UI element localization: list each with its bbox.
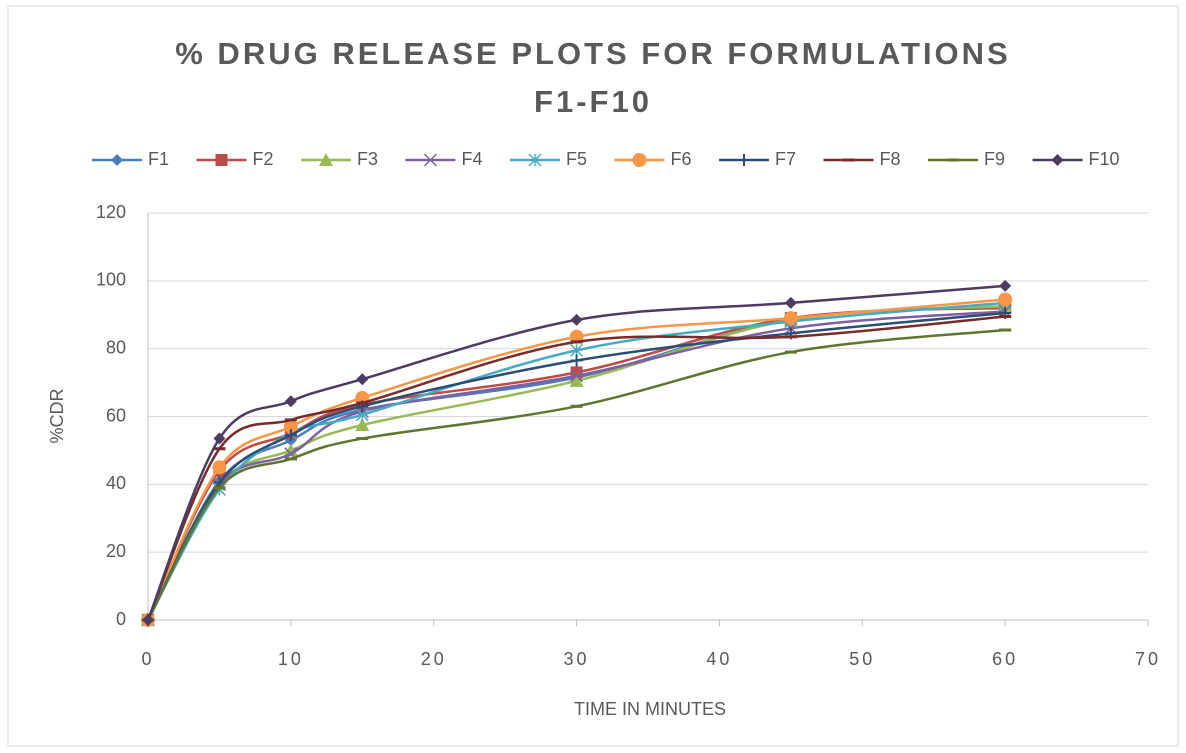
x-tick-label: 60: [992, 649, 1018, 669]
marker: [998, 292, 1013, 307]
marker: [356, 401, 369, 405]
marker: [570, 404, 583, 408]
marker: [570, 313, 583, 326]
y-axis-label: %CDR: [47, 388, 67, 443]
marker: [423, 153, 438, 167]
legend-item: F9: [928, 149, 1005, 169]
series-line: [146, 284, 1006, 621]
x-axis-label: TIME IN MINUTES: [574, 699, 726, 719]
legend-item: F2: [196, 149, 274, 169]
marker: [570, 340, 583, 344]
legend-label: F6: [671, 149, 692, 169]
x-tick-label: 0: [141, 649, 154, 669]
marker: [284, 418, 297, 422]
marker: [213, 486, 226, 490]
marker: [999, 328, 1012, 332]
marker: [528, 153, 542, 167]
series: [141, 296, 1012, 627]
legend-label: F2: [253, 149, 274, 169]
y-tick-label: 80: [106, 337, 126, 357]
marker: [570, 343, 584, 357]
marker: [284, 395, 297, 408]
marker: [215, 154, 228, 166]
marker: [570, 369, 584, 383]
y-tick-label: 120: [96, 202, 126, 222]
marker: [356, 437, 369, 441]
legend-label: F1: [148, 149, 169, 169]
legend-label: F10: [1089, 149, 1120, 169]
legend-item: F3: [301, 149, 378, 169]
marker: [738, 154, 750, 166]
marker: [284, 429, 297, 442]
series: [142, 279, 1012, 626]
marker: [319, 153, 333, 166]
marker: [1051, 154, 1064, 166]
x-tick-label: 40: [706, 649, 732, 669]
legend-label: F9: [984, 149, 1005, 169]
x-tick-label: 50: [849, 649, 875, 669]
marker: [632, 153, 647, 167]
legend-item: F4: [405, 149, 483, 169]
marker: [356, 373, 369, 386]
legend-label: F5: [566, 149, 587, 169]
series: [142, 307, 1012, 626]
y-tick-label: 20: [106, 541, 126, 561]
marker: [783, 311, 798, 326]
legend-item: F7: [719, 149, 796, 169]
marker: [784, 335, 797, 339]
legend-item: F6: [614, 149, 692, 169]
marker: [999, 314, 1012, 318]
y-tick-label: 60: [106, 405, 126, 425]
marker: [784, 350, 797, 354]
x-tick-label: 20: [421, 649, 447, 669]
chart-border: [7, 5, 1179, 747]
legend-label: F8: [880, 149, 901, 169]
legend-item: F8: [823, 149, 901, 169]
marker: [947, 158, 959, 162]
marker: [111, 154, 123, 166]
marker: [570, 354, 583, 367]
marker: [355, 417, 370, 431]
marker: [842, 158, 855, 162]
legend-item: F5: [510, 149, 587, 169]
marker: [284, 457, 297, 461]
legend-item: F10: [1032, 149, 1120, 169]
marker: [212, 460, 227, 475]
legend-label: F7: [775, 149, 796, 169]
y-tick-label: 40: [106, 473, 126, 493]
x-tick-label: 10: [278, 649, 304, 669]
marker: [213, 432, 226, 445]
legend-label: F4: [462, 149, 483, 169]
legend-item: F1: [92, 149, 169, 169]
y-tick-label: 0: [116, 609, 126, 629]
marker: [569, 373, 584, 387]
chart-title: % DRUG RELEASE PLOTS FOR FORMULATIONS F1…: [175, 36, 1011, 119]
x-tick-label: 70: [1135, 649, 1161, 669]
legend-label: F3: [357, 149, 378, 169]
marker: [283, 419, 298, 434]
marker: [999, 279, 1012, 292]
y-tick-label: 100: [96, 270, 126, 290]
x-tick-label: 30: [564, 649, 590, 669]
marker: [142, 614, 154, 626]
marker: [213, 447, 226, 451]
marker: [784, 296, 797, 309]
